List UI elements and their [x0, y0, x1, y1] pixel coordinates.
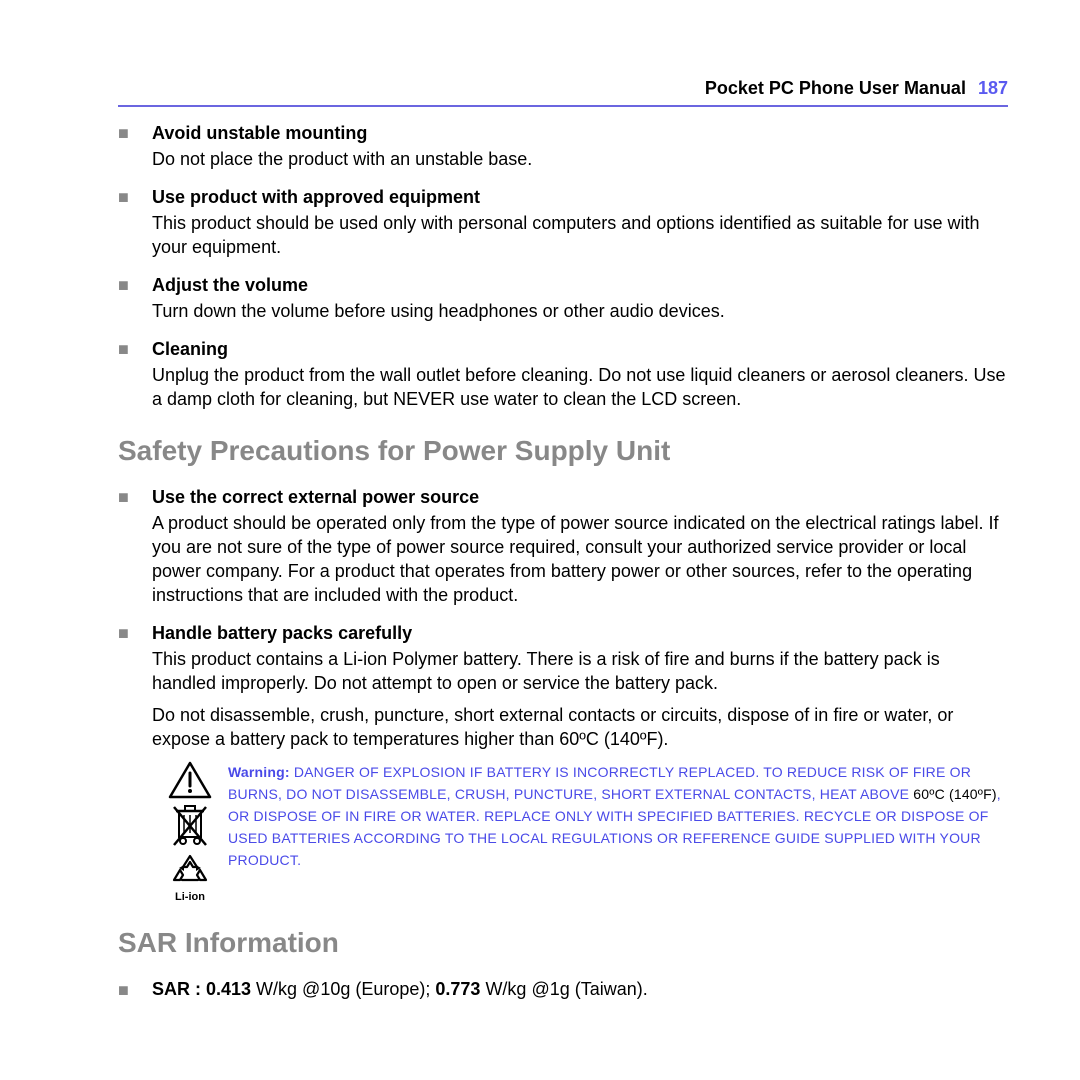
warning-text: Warning: DANGER OF EXPLOSION IF BATTERY …	[228, 761, 1008, 871]
item-body: This product should be used only with pe…	[152, 211, 1008, 259]
item-heading: Use product with approved equipment	[152, 185, 1008, 209]
sar-line: ■ SAR : 0.413 W/kg @10g (Europe); 0.773 …	[118, 977, 1008, 1001]
list-item: ■ Cleaning Unplug the product from the w…	[118, 337, 1008, 411]
item-heading: Cleaning	[152, 337, 1008, 361]
section-heading: SAR Information	[118, 927, 1008, 959]
warning-block: Li-ion Warning: DANGER OF EXPLOSION IF B…	[152, 761, 1008, 903]
item-body: Unplug the product from the wall outlet …	[152, 363, 1008, 411]
item-heading: Handle battery packs carefully	[152, 621, 1008, 645]
no-trash-bin-icon	[170, 803, 210, 849]
square-bullet-icon: ■	[118, 337, 152, 360]
list-item: ■ Avoid unstable mounting Do not place t…	[118, 121, 1008, 171]
header-rule	[118, 105, 1008, 107]
list-item: ■ Use product with approved equipment Th…	[118, 185, 1008, 259]
square-bullet-icon: ■	[118, 121, 152, 144]
manual-title: Pocket PC Phone User Manual	[705, 78, 966, 99]
sar-values: SAR : 0.413 W/kg @10g (Europe); 0.773 W/…	[152, 977, 648, 1001]
page-number: 187	[978, 78, 1008, 99]
warning-icons-column: Li-ion	[152, 761, 228, 903]
item-body: A product should be operated only from t…	[152, 511, 1008, 607]
item-heading: Avoid unstable mounting	[152, 121, 1008, 145]
recycle-icon	[170, 853, 210, 887]
list-item: ■ Use the correct external power source …	[118, 485, 1008, 607]
item-body-extra: Do not disassemble, crush, puncture, sho…	[152, 703, 1008, 751]
item-body: Turn down the volume before using headph…	[152, 299, 1008, 323]
section-heading: Safety Precautions for Power Supply Unit	[118, 435, 1008, 467]
square-bullet-icon: ■	[118, 485, 152, 508]
square-bullet-icon: ■	[118, 273, 152, 296]
item-heading: Use the correct external power source	[152, 485, 1008, 509]
liion-label: Li-ion	[175, 891, 205, 903]
square-bullet-icon: ■	[118, 185, 152, 208]
page-header: Pocket PC Phone User Manual 187	[118, 78, 1008, 99]
item-heading: Adjust the volume	[152, 273, 1008, 297]
item-body: Do not place the product with an unstabl…	[152, 147, 1008, 171]
square-bullet-icon: ■	[118, 977, 152, 1001]
square-bullet-icon: ■	[118, 621, 152, 644]
warning-triangle-icon	[168, 761, 212, 799]
list-item: ■ Adjust the volume Turn down the volume…	[118, 273, 1008, 323]
list-item: ■ Handle battery packs carefully This pr…	[118, 621, 1008, 903]
item-body: This product contains a Li-ion Polymer b…	[152, 647, 1008, 695]
